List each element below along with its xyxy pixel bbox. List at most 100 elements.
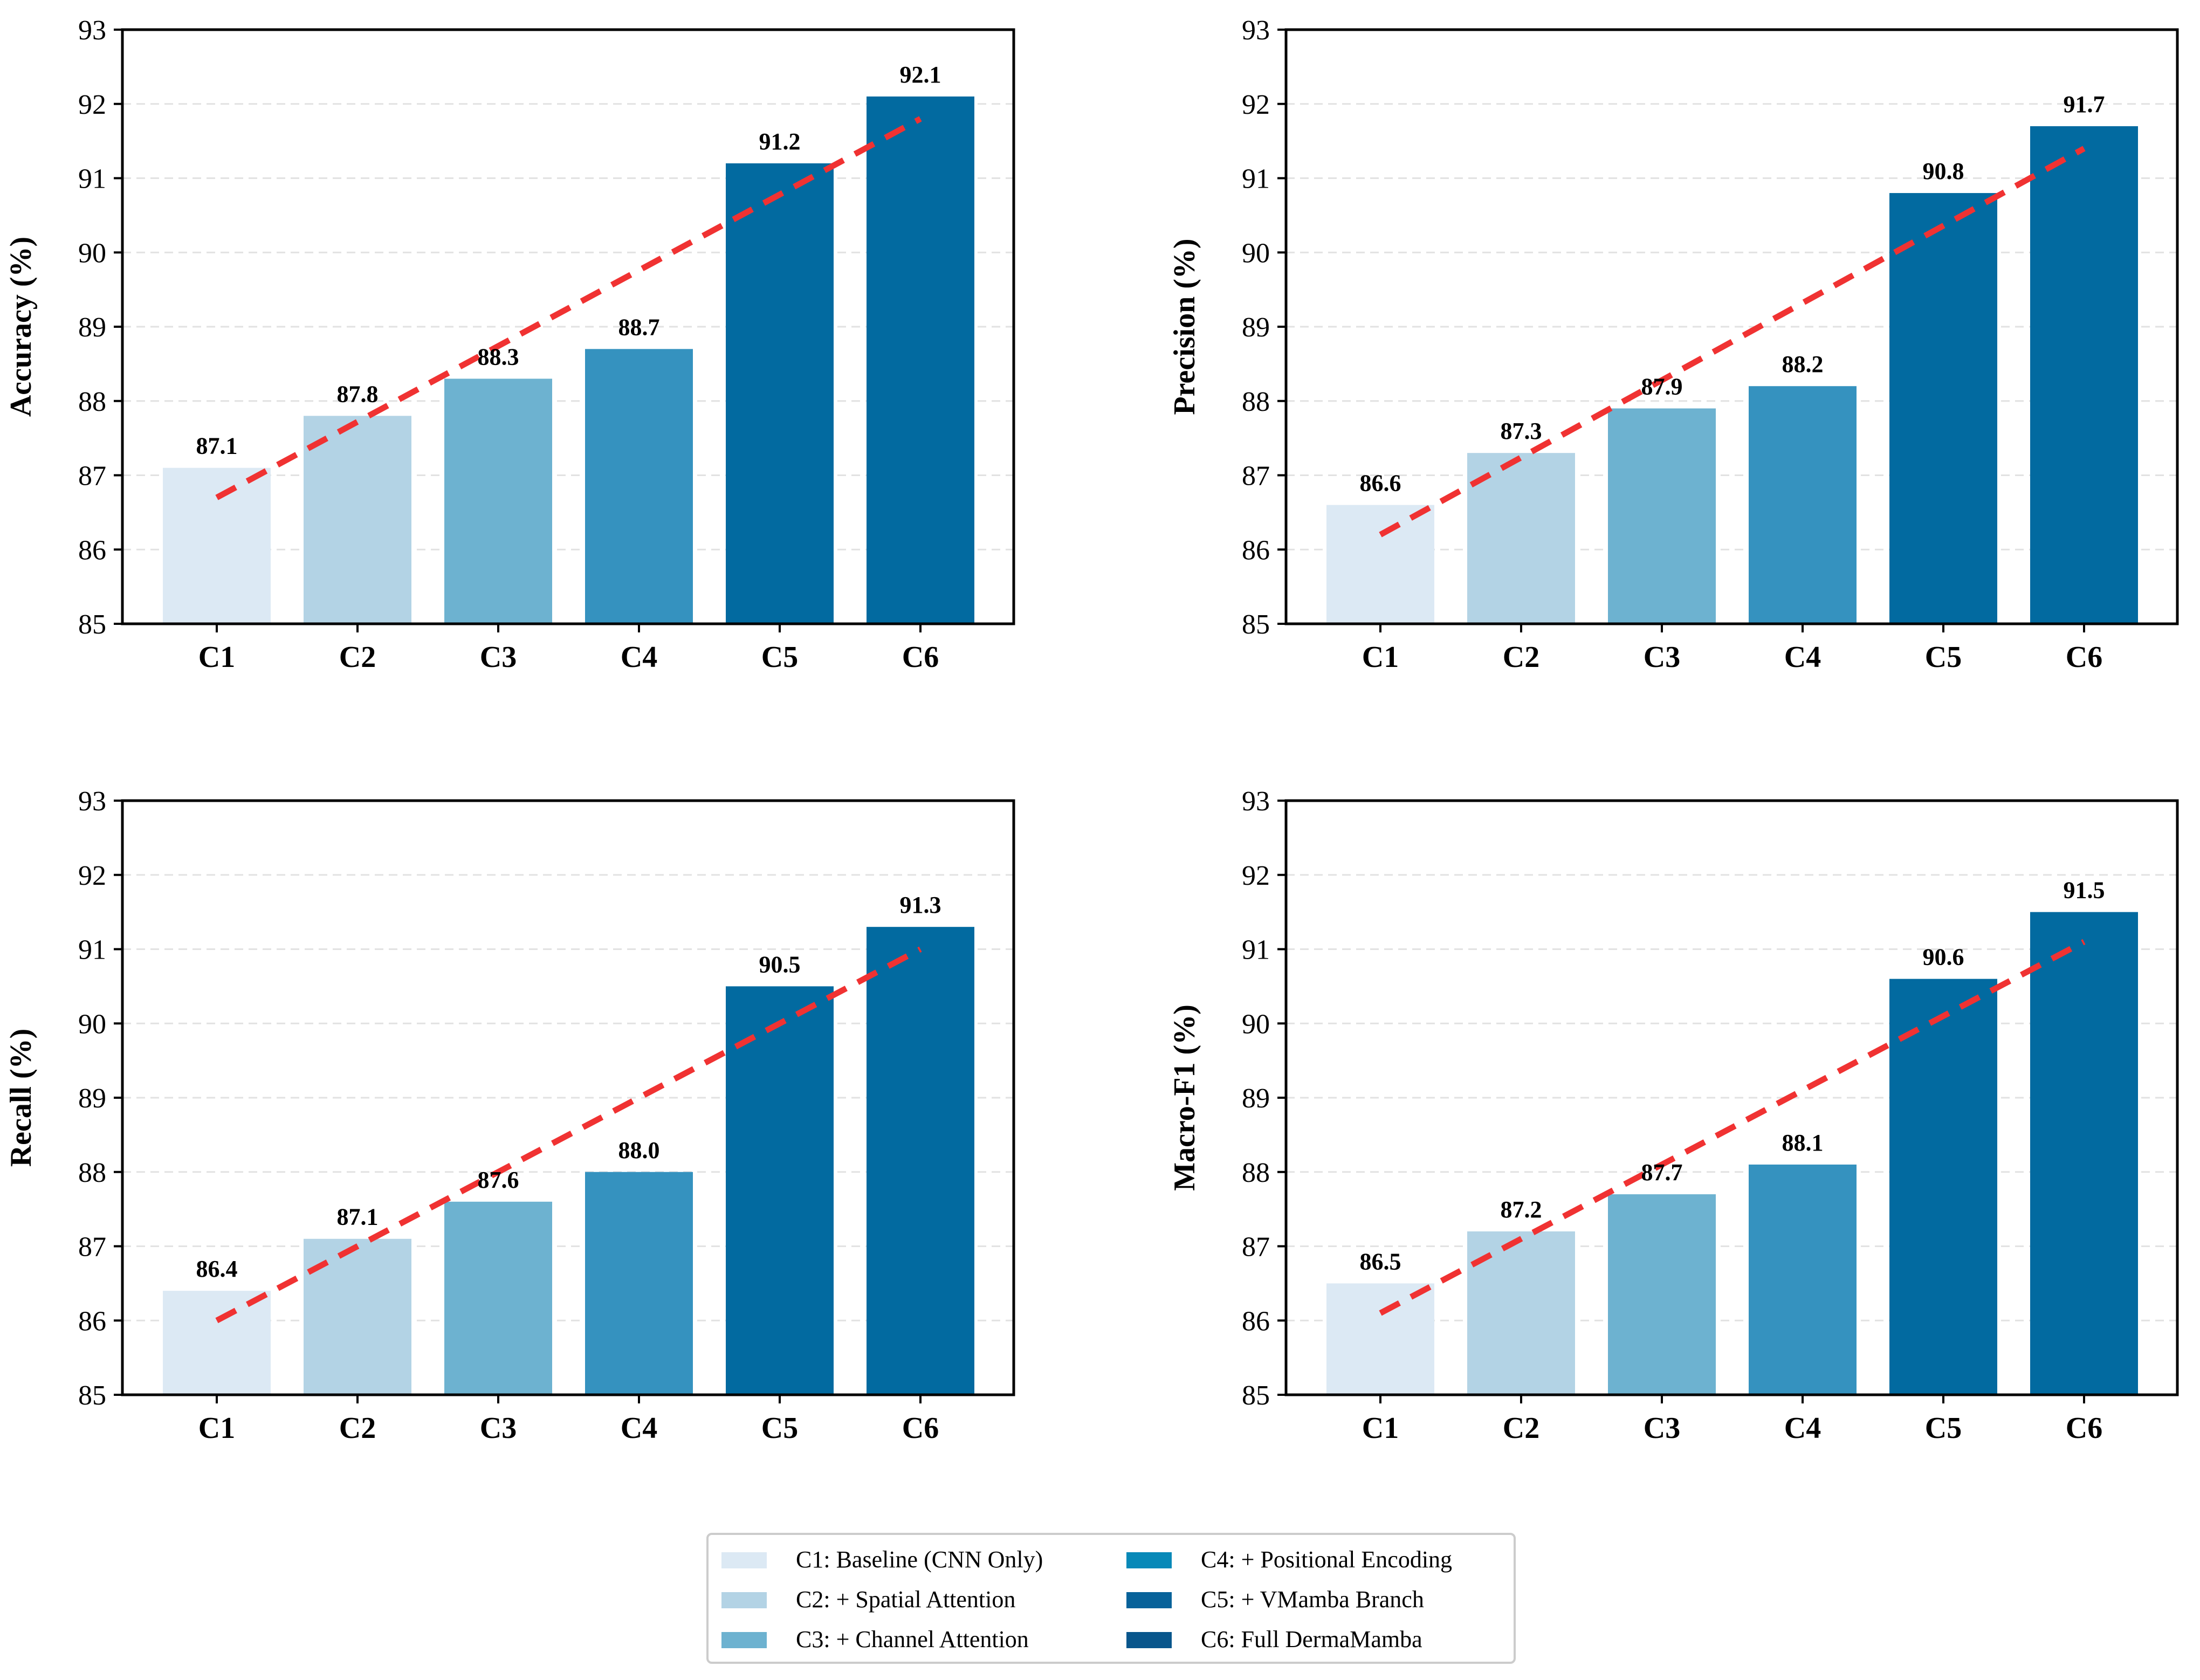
data-label: 92.1 (900, 61, 941, 88)
trend-line (215, 116, 922, 500)
legend-swatch (1126, 1592, 1172, 1608)
data-label: 87.8 (337, 381, 379, 407)
bar-c4 (585, 1172, 693, 1395)
x-tick-label-c2: C2 (1503, 641, 1539, 674)
y-tick-label: 88 (78, 1158, 106, 1188)
data-label: 91.5 (2064, 877, 2105, 904)
data-label: 88.1 (1782, 1130, 1824, 1156)
x-tick-label-c6: C6 (2066, 641, 2102, 674)
y-tick-label: 92 (78, 89, 106, 120)
legend-label: C6: Full DermaMamba (1201, 1626, 1422, 1653)
x-tick-label-c3: C3 (1644, 1412, 1680, 1445)
data-label: 90.5 (759, 951, 801, 977)
y-tick-label: 90 (78, 1009, 106, 1039)
bar-c5 (1889, 193, 1997, 624)
x-tick-label-c1: C1 (198, 641, 235, 674)
y-tick-label: 92 (1242, 860, 1270, 891)
data-label: 88.7 (618, 314, 660, 340)
x-tick-label-c6: C6 (902, 1412, 939, 1445)
bar-c5 (1889, 979, 1997, 1395)
bar-c5 (726, 986, 834, 1395)
bar-c3 (1608, 1194, 1716, 1395)
y-tick-label: 93 (78, 786, 106, 817)
y-tick-label: 93 (1242, 786, 1270, 817)
data-label: 86.4 (196, 1256, 238, 1282)
chart-panel-4: 86.5 87.2 87.7 88.1 90.6 91.5 85 86 87 88 89 90 91 92… (1168, 786, 2179, 1445)
legend: C1: Baseline (CNN Only) C2: + Spatial Att… (706, 1533, 1516, 1664)
x-tick-label-c4: C4 (1784, 641, 1821, 674)
bar-c6 (2030, 126, 2138, 624)
data-label: 91.2 (759, 128, 801, 155)
y-tick-label: 90 (1242, 238, 1270, 268)
y-tick-label: 93 (78, 15, 106, 46)
trend-line (215, 946, 922, 1324)
bar-c3 (444, 378, 552, 624)
y-tick-label: 86 (1242, 535, 1270, 566)
y-tick-label: 85 (1242, 609, 1270, 640)
chart-panel-2: 86.6 87.3 87.9 88.2 90.8 91.7 85 86 87 88 89 90 91 92… (1168, 15, 2179, 674)
legend-swatch (1126, 1632, 1172, 1648)
bar-c1 (1326, 1283, 1434, 1395)
data-label: 86.5 (1360, 1248, 1401, 1275)
x-tick-label-c5: C5 (1925, 641, 1962, 674)
bar-c1 (163, 1291, 271, 1395)
y-tick-label: 91 (78, 164, 106, 195)
legend-box (706, 1533, 1516, 1664)
y-tick-label: 87 (1242, 1232, 1270, 1263)
legend-swatch (1126, 1552, 1172, 1568)
y-tick-label: 87 (78, 1232, 106, 1263)
x-tick-label-c2: C2 (339, 641, 376, 674)
y-axis-title: Recall (%) (4, 1029, 38, 1167)
y-tick-label: 86 (1242, 1306, 1270, 1337)
y-tick-label: 87 (1242, 461, 1270, 492)
bar-c3 (1608, 408, 1716, 624)
y-tick-label: 85 (78, 609, 106, 640)
data-label: 90.8 (1923, 158, 1964, 184)
data-label: 87.2 (1501, 1196, 1542, 1223)
x-tick-label-c1: C1 (1362, 641, 1399, 674)
bar-c5 (726, 163, 834, 624)
legend-label: C1: Baseline (CNN Only) (796, 1546, 1043, 1573)
y-tick-label: 86 (78, 1306, 106, 1337)
bar-c4 (1749, 1164, 1857, 1395)
y-tick-label: 91 (78, 935, 106, 966)
x-tick-label-c4: C4 (621, 1412, 657, 1445)
data-label: 88.0 (618, 1137, 660, 1163)
data-label: 87.6 (478, 1167, 519, 1193)
x-tick-label-c4: C4 (621, 641, 657, 674)
bar-c4 (585, 349, 693, 624)
x-tick-label-c5: C5 (1925, 1412, 1962, 1445)
x-tick-label-c3: C3 (480, 1412, 517, 1445)
y-axis-title: Accuracy (%) (4, 237, 38, 417)
bar-c6 (2030, 912, 2138, 1395)
y-tick-label: 89 (78, 312, 106, 343)
bar-c1 (1326, 505, 1434, 624)
y-tick-label: 88 (1242, 387, 1270, 417)
x-tick-label-c5: C5 (761, 641, 798, 674)
data-label: 87.1 (196, 433, 238, 459)
legend-swatch (721, 1552, 767, 1568)
y-tick-label: 86 (78, 535, 106, 566)
bar-c6 (867, 96, 974, 624)
y-tick-label: 93 (1242, 15, 1270, 46)
data-label: 87.3 (1501, 418, 1542, 444)
y-tick-label: 85 (1242, 1380, 1270, 1411)
legend-label: C4: + Positional Encoding (1201, 1546, 1452, 1573)
x-tick-label-c1: C1 (1362, 1412, 1399, 1445)
bar-c3 (444, 1201, 552, 1395)
legend-label: C2: + Spatial Attention (796, 1586, 1015, 1613)
bar-c1 (163, 467, 271, 624)
x-tick-label-c2: C2 (1503, 1412, 1539, 1445)
chart-panel-1: 87.1 87.8 88.3 88.7 91.2 92.1 85 86 87 88 89 90 91 92… (4, 15, 1015, 674)
y-tick-label: 91 (1242, 164, 1270, 195)
y-tick-label: 89 (1242, 1083, 1270, 1114)
x-tick-label-c4: C4 (1784, 1412, 1821, 1445)
bar-c4 (1749, 386, 1857, 624)
data-label: 86.6 (1360, 470, 1401, 497)
x-tick-label-c2: C2 (339, 1412, 376, 1445)
y-axis-title: Macro-F1 (%) (1168, 1004, 1201, 1191)
chart-panels: 87.1 87.8 88.3 88.7 91.2 92.1 85 86 87 88 89 90 91 92… (4, 15, 2179, 1445)
y-tick-label: 88 (78, 387, 106, 417)
y-tick-label: 87 (78, 461, 106, 492)
bar-c2 (304, 416, 411, 624)
